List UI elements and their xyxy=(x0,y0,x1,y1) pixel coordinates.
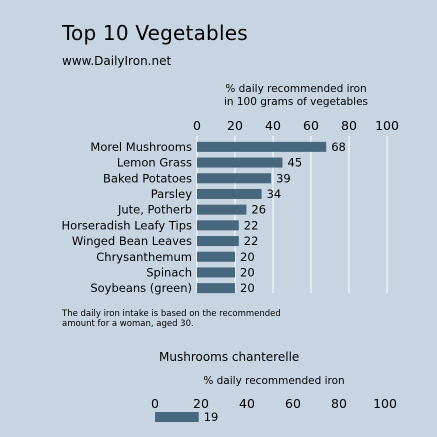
x-tick-label: 80 xyxy=(331,396,347,411)
x-axis-label: % daily recommended iron xyxy=(225,83,366,95)
source-url: www.DailyIron.net xyxy=(62,54,172,68)
x-tick-label: 20 xyxy=(193,396,209,411)
bar xyxy=(197,141,327,152)
bar xyxy=(155,412,199,422)
x-tick-label: 80 xyxy=(341,118,357,133)
chart-title: Top 10 Vegetables xyxy=(62,21,248,45)
value-label: 20 xyxy=(240,281,255,295)
bar xyxy=(197,204,247,215)
value-label: 20 xyxy=(240,265,255,279)
value-label: 26 xyxy=(251,203,266,217)
x-tick-label: 0 xyxy=(151,396,159,411)
category-label: Morel Mushrooms xyxy=(90,140,192,154)
category-label: Lemon Grass xyxy=(117,156,192,170)
x-tick-label: 100 xyxy=(373,396,397,411)
value-label: 34 xyxy=(267,187,282,201)
category-label: Jute, Potherb xyxy=(117,203,192,217)
category-label: Soybeans (green) xyxy=(90,281,192,295)
bar xyxy=(197,251,235,262)
x-tick-label: 0 xyxy=(193,118,201,133)
x-tick-label: 100 xyxy=(375,118,399,133)
x-tick-label: 40 xyxy=(239,396,255,411)
category-label: Chrysanthemum xyxy=(96,250,192,264)
value-label: 68 xyxy=(331,140,346,154)
secondary-chart-title: Mushrooms chanterelle xyxy=(159,350,299,364)
category-label: Winged Bean Leaves xyxy=(72,234,192,248)
bar xyxy=(197,220,239,231)
x-tick-label: 60 xyxy=(285,396,301,411)
category-label: Parsley xyxy=(151,187,192,201)
category-label: Spinach xyxy=(146,265,192,279)
bar xyxy=(197,188,262,199)
value-label: 20 xyxy=(240,250,255,264)
value-label: 22 xyxy=(244,218,259,232)
x-tick-label: 40 xyxy=(265,118,281,133)
value-label: 39 xyxy=(276,171,291,185)
footnote: The daily iron intake is based on the re… xyxy=(62,309,281,329)
x-tick-label: 20 xyxy=(227,118,243,133)
x-axis-label: % daily recommended iron xyxy=(203,375,344,387)
bar xyxy=(197,267,235,278)
x-axis-label: in 100 grams of vegetables xyxy=(224,96,368,108)
bar xyxy=(197,157,283,168)
secondary-bar-chart: Mushrooms chanterelle % daily recommended… xyxy=(151,350,397,424)
value-label: 45 xyxy=(288,156,303,170)
bar xyxy=(197,283,235,294)
value-label: 19 xyxy=(204,410,219,424)
value-label: 22 xyxy=(244,234,259,248)
bar xyxy=(197,173,272,184)
category-label: Horseradish Leafy Tips xyxy=(62,218,192,232)
category-label: Baked Potatoes xyxy=(103,171,192,185)
bar xyxy=(197,236,239,247)
x-tick-label: 60 xyxy=(303,118,319,133)
